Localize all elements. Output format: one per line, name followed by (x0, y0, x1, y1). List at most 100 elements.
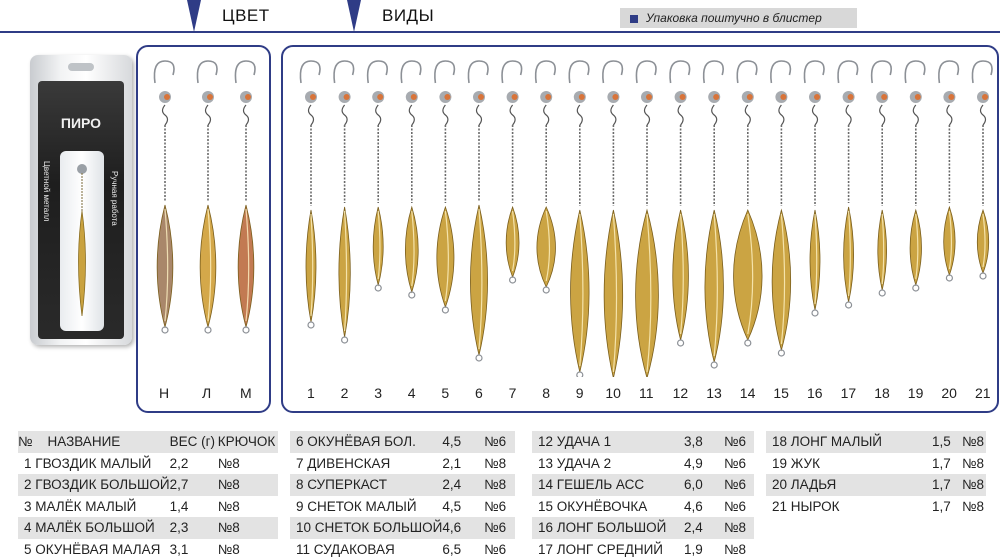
item-name: 1 ГВОЗДИК МАЛЫЙ (24, 455, 152, 471)
type-number-label: 6 (475, 385, 483, 401)
types-marker-icon (347, 0, 361, 32)
type-number-label: 13 (706, 385, 722, 401)
packaging-note-text: Упаковка поштучно в блистер (646, 11, 822, 25)
item-name: 9 СНЕТОК МАЛЫЙ (296, 498, 417, 514)
table-row: 18 ЛОНГ МАЛЫЙ 1,5 №8 (766, 431, 986, 453)
item-weight: 1,4 (169, 498, 189, 514)
type-lure-19 (904, 60, 926, 292)
type-lure-12 (669, 60, 691, 347)
item-hook: №8 (724, 541, 746, 557)
col-hook-header: КРЮЧОК (217, 434, 276, 450)
color-lure-2 (196, 60, 218, 334)
type-lure-17 (837, 60, 859, 309)
item-hook: №8 (484, 477, 507, 493)
item-weight: 2,3 (169, 520, 189, 536)
item-name: 6 ОКУНЁВАЯ БОЛ. (296, 434, 416, 450)
item-name: 19 ЖУК (772, 455, 820, 471)
table-row: 17 ЛОНГ СРЕДНИЙ 1,9 №8 (532, 539, 754, 560)
type-lure-1 (299, 60, 321, 329)
item-name: 15 ОКУНЁВОЧКА (538, 498, 648, 514)
item-name: 8 СУПЕРКАСТ (296, 477, 387, 493)
types-heading: ВИДЫ (382, 6, 435, 25)
item-hook: №6 (484, 498, 507, 514)
table-row: 15 ОКУНЁВОЧКА 4,6 №6 (532, 496, 754, 518)
type-number-label: 14 (739, 385, 756, 401)
item-weight: 1,9 (684, 541, 703, 557)
header-cell: № НАЗВАНИЕ (18, 431, 170, 453)
item-name: 5 ОКУНЁВАЯ МАЛАЯ (24, 541, 161, 557)
blister-package-image: ПИРО Цветной металл Ручная работа (30, 55, 132, 345)
packaging-note: Упаковка поштучно в блистер (620, 8, 857, 28)
table-row: 4 МАЛЁК БОЛЬШОЙ 2,3 №8 (18, 517, 278, 539)
table-row: 6 ОКУНЁВАЯ БОЛ. 4,5 №6 (290, 431, 515, 453)
item-weight: 2,1 (442, 455, 462, 471)
item-weight: 4,9 (684, 455, 703, 471)
type-number-label: 15 (773, 385, 789, 401)
item-hook: №8 (962, 498, 984, 514)
type-lure-6 (467, 60, 489, 362)
item-name: 21 НЫРОК (772, 498, 840, 514)
item-hook: №8 (962, 477, 984, 493)
item-name: 10 СНЕТОК БОЛЬШОЙ (296, 520, 443, 536)
item-weight: 3,1 (169, 541, 189, 557)
blister-left-text: Цветной металл (42, 161, 51, 222)
table-row: 1 ГВОЗДИК МАЛЫЙ 2,2 №8 (18, 453, 278, 475)
item-hook: №6 (724, 455, 746, 471)
item-name: 18 ЛОНГ МАЛЫЙ (772, 434, 882, 450)
type-lure-15 (770, 60, 792, 357)
type-lure-9 (568, 60, 590, 377)
col-weight-header: ВЕС (г) (169, 434, 216, 450)
item-weight: 1,7 (932, 477, 951, 493)
types-panel: 1 2 3 4 5 6 7 8 9 10 11 12 13 14 15 16 17 18 19 20 21 (281, 45, 999, 413)
item-weight: 4,6 (442, 520, 462, 536)
item-name: 11 СУДАКОВАЯ (296, 541, 395, 557)
item-hook: №8 (217, 541, 240, 557)
item-weight: 2,4 (684, 520, 703, 536)
item-hook: №6 (484, 434, 507, 450)
item-weight: 1,5 (932, 434, 951, 450)
item-weight: 2,7 (169, 477, 189, 493)
item-hook: №8 (724, 520, 746, 536)
spec-table-col2: 6 ОКУНЁВАЯ БОЛ. 4,5 №6 7 ДИВЕНСКАЯ 2,1 №8 8 СУ… (290, 431, 515, 560)
type-number-label: 9 (575, 385, 584, 401)
item-hook: №8 (217, 498, 240, 514)
type-lure-10 (602, 60, 624, 377)
color-lure-3 (234, 60, 256, 334)
table-row: 9 СНЕТОК МАЛЫЙ 4,5 №6 (290, 496, 515, 518)
item-hook: №8 (217, 520, 240, 536)
table-row: 7 ДИВЕНСКАЯ 2,1 №8 (290, 453, 515, 475)
item-weight: 2,4 (442, 477, 462, 493)
type-number-label: 18 (874, 385, 890, 401)
item-hook: №8 (217, 455, 240, 471)
item-name: 16 ЛОНГ БОЛЬШОЙ (538, 520, 667, 536)
item-name: 17 ЛОНГ СРЕДНИЙ (538, 541, 663, 557)
hang-hole (68, 63, 94, 71)
table-row: 10 СНЕТОК БОЛЬШОЙ 4,6 №6 (290, 517, 515, 539)
type-number-label: 21 (975, 385, 991, 401)
spec-table-col4: 18 ЛОНГ МАЛЫЙ 1,5 №8 19 ЖУК 1,7 №8 20 ЛАДЬЯ 1,7… (766, 431, 986, 517)
spec-table-col3: 12 УДАЧА 1 3,8 №6 13 УДАЧА 2 4,9 №6 14 ГЕШЕЛЬ … (532, 431, 754, 560)
type-number-label: 3 (374, 385, 382, 401)
item-name: 4 МАЛЁК БОЛЬШОЙ (24, 520, 155, 536)
type-lure-11 (635, 60, 659, 377)
type-lure-18 (870, 60, 892, 297)
table-row: 12 УДАЧА 1 3,8 №6 (532, 431, 754, 453)
item-hook: №8 (962, 455, 984, 471)
type-number-label: 12 (672, 385, 689, 401)
type-lure-14 (733, 60, 763, 347)
type-number-label: 1 (307, 385, 315, 401)
spec-table-col1: № НАЗВАНИЕ ВЕС (г) КРЮЧОК 1 ГВОЗДИК МАЛЫ… (18, 431, 278, 560)
item-name: 14 ГЕШЕЛЬ АСС (538, 477, 645, 493)
item-weight: 4,5 (442, 434, 462, 450)
item-weight: 3,8 (684, 434, 703, 450)
item-hook: №8 (484, 455, 507, 471)
item-name: 13 УДАЧА 2 (538, 455, 612, 471)
item-hook: №6 (724, 477, 746, 493)
item-weight: 1,7 (932, 455, 951, 471)
brand-logo: ПИРО (60, 115, 102, 131)
color-marker-icon (187, 0, 201, 32)
item-hook: №6 (484, 541, 507, 557)
color-code-label: Н (159, 385, 170, 401)
header-divider (0, 31, 1000, 33)
